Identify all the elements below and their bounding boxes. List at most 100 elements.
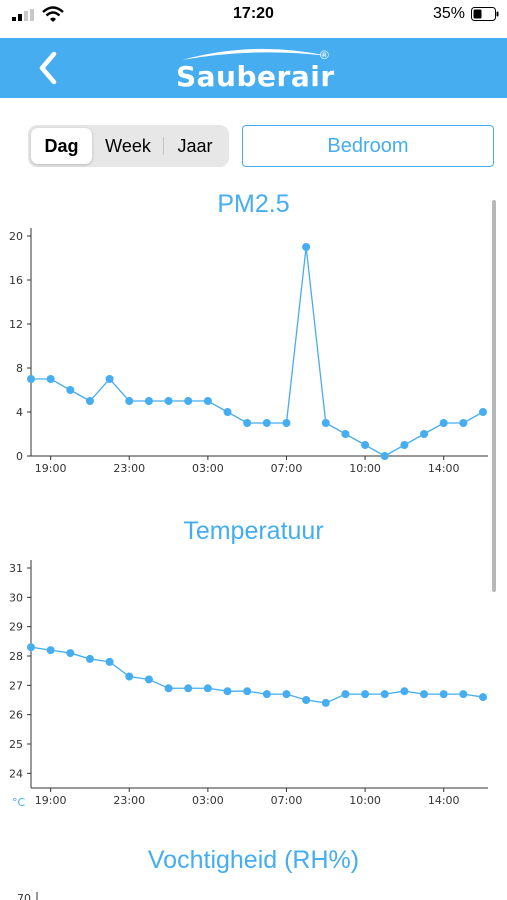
pm25-data-point [420,430,429,438]
logo-swoosh [182,48,328,60]
pm25-chart: 0 4 8 12 16 20 19:00 23:00 03:00 07:00 10:00 14:00 [9,228,488,475]
pm25-data-point [203,397,212,405]
temperature-x-tick-label: 23:00 [113,794,145,807]
pm25-x-tick-label: 23:00 [113,462,145,475]
temperature-data-point [321,698,330,707]
status-bar: 17:20 35% [0,0,507,38]
temperature-data-point [66,649,75,658]
pm25-x-tick-label: 03:00 [192,462,224,475]
temperature-data-point [144,675,153,684]
temperature-data-point [243,687,252,696]
temperature-x-tick-label: 10:00 [349,794,381,807]
tab-jaar[interactable]: Jaar [177,136,213,156]
temperature-y-tick-label: 30 [9,591,23,604]
pm25-data-point [479,408,487,416]
temperature-data-point [341,690,350,699]
temperature-data-point [282,690,291,699]
chevron-left-icon [39,51,57,85]
sauberair-logo: Sauberair ® [160,42,350,94]
temperature-data-point [27,643,35,652]
temperature-x-tick-label: 14:00 [428,794,460,807]
humidity-chart-title: Vochtigheid (RH%) [147,846,360,874]
pm25-x-tick-label: 10:00 [349,462,381,475]
pm25-data-point [184,397,193,405]
pm25-data-point [439,419,448,427]
logo-registered-mark: ® [320,48,329,62]
pm25-data-point [262,419,271,427]
temperature-data-point [184,684,193,693]
temperature-data-point [262,690,271,699]
temperature-x-tick-label: 19:00 [35,794,67,807]
pm25-data-point [27,375,35,383]
pm25-data-point [282,419,291,427]
pm25-y-tick-label: 8 [16,362,23,375]
temperature-y-tick-label: 28 [9,650,23,663]
pm25-data-point [400,441,409,449]
pm25-x-tick-label: 19:00 [35,462,67,475]
scrollbar[interactable] [492,200,496,592]
pm25-data-point [46,375,55,383]
temperature-y-tick-label: 27 [9,679,23,692]
segment-divider [163,137,164,155]
pm25-data-point [380,452,389,460]
temperature-y-tick-label: 25 [9,738,23,751]
pm25-y-tick-label: 16 [9,274,23,287]
pm25-data-point [85,397,94,405]
temperature-x-tick-label: 07:00 [271,794,303,807]
pm25-data-point [321,419,330,427]
pm25-data-point [164,397,173,405]
room-selector-button[interactable]: Bedroom [242,125,494,167]
status-time: 17:20 [233,5,274,22]
temperature-data-point [420,690,429,699]
temperature-data-point [105,657,114,666]
temperature-data-point [479,693,487,702]
temperature-data-point [380,690,389,699]
temperature-x-tick-label: 03:00 [192,794,224,807]
temperature-data-point [439,690,448,699]
pm25-data-point [66,386,75,394]
temperature-data-point [85,654,94,663]
temperature-data-point [459,690,468,699]
pm25-data-point [341,430,350,438]
pm25-chart-title: PM2.5 [217,190,290,218]
app-header: Sauberair ® [0,38,507,98]
temperature-series-line [30,646,484,704]
pm25-y-tick-label: 4 [16,406,23,419]
temperature-y-tick-label: 24 [9,767,23,780]
temperature-chart-title: Temperatuur [183,517,324,545]
humidity-chart: 70 [17,892,38,900]
battery-icon [471,7,499,21]
temperature-data-point [223,687,232,696]
temperature-data-point [164,684,173,693]
pm25-data-point [105,375,114,383]
pm25-data-point [459,419,468,427]
battery-percent: 35% [432,5,465,22]
pm25-x-tick-label: 14:00 [428,462,460,475]
tab-dag[interactable]: Dag [31,128,92,164]
temperature-data-point [203,684,212,693]
pm25-data-point [302,243,311,251]
temperature-data-point [125,672,134,681]
pm25-data-point [223,408,232,416]
temperature-y-tick-label: 31 [9,562,23,575]
temperature-data-point [46,646,55,655]
pm25-data-point [361,441,370,449]
pm25-y-tick-label: 12 [9,318,23,331]
temperature-y-tick-label: 29 [9,621,23,634]
temperature-data-point [400,687,409,696]
tab-week[interactable]: Week [105,136,151,156]
humidity-y-tick-label: 70 [17,892,31,900]
pm25-series-line [31,246,484,457]
pm25-x-tick-label: 07:00 [271,462,303,475]
pm25-data-point [243,419,252,427]
temperature-y-tick-label: 26 [9,709,23,722]
pm25-y-tick-label: 0 [16,450,23,463]
pm25-data-point [125,397,134,405]
signal-icon [12,9,34,21]
period-segmented-control: Dag Week Jaar [28,125,229,167]
logo-text: Sauberair [176,60,335,93]
pm25-data-point [144,397,153,405]
pm25-y-tick-label: 20 [9,230,23,243]
back-button[interactable] [30,48,70,88]
temperature-chart: 24 25 26 27 28 29 30 31 19:00 23:00 03:00 07:00 10:0… [9,560,488,809]
